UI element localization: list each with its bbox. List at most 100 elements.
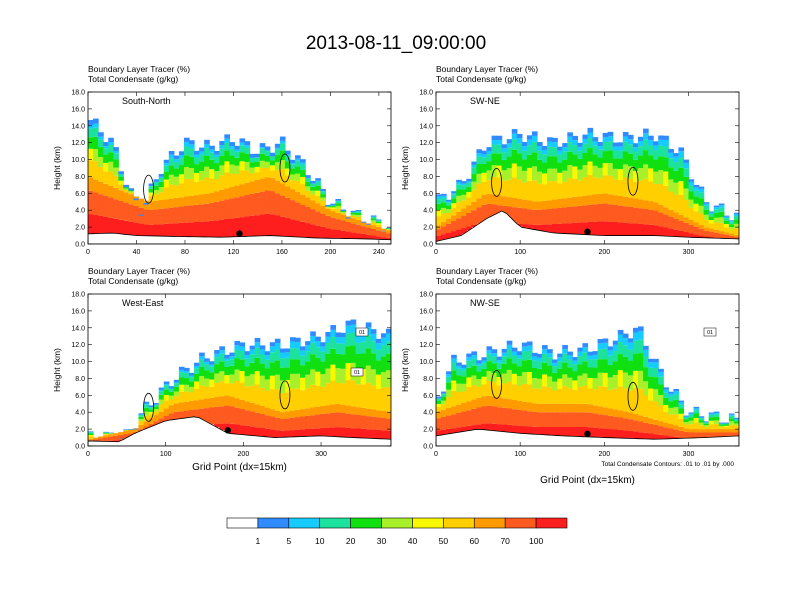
field-cell [451, 362, 457, 371]
field-cell [567, 412, 573, 427]
field-cell [98, 215, 104, 234]
field-cell [254, 157, 261, 162]
field-cell [622, 411, 629, 419]
field-cell [199, 170, 205, 181]
field-cell [572, 135, 578, 141]
field-cell [153, 209, 160, 225]
field-cell [577, 169, 584, 181]
field-cell [214, 201, 220, 221]
field-cell [506, 168, 513, 180]
field-cell [355, 219, 362, 225]
field-cell [244, 216, 251, 237]
field-cell [300, 221, 306, 238]
field-cell [521, 224, 528, 228]
panels-layer: 0.02.04.06.08.010.012.014.016.018.00 40 80… [52, 64, 740, 486]
field-cell [526, 426, 533, 434]
field-cell [254, 192, 261, 216]
field-cell [340, 404, 347, 414]
field-cell [653, 377, 659, 390]
field-cell [587, 377, 594, 389]
field-cell [173, 382, 180, 384]
field-cell [315, 178, 321, 181]
field-cell [148, 201, 155, 210]
field-cell [355, 216, 362, 220]
field-cell [531, 426, 538, 435]
field-cell [516, 138, 523, 144]
field-cell [456, 189, 462, 196]
field-cell [284, 150, 291, 155]
field-cell [537, 224, 543, 231]
field-cell [259, 428, 266, 437]
field-cell [300, 169, 306, 177]
field-cell [562, 374, 568, 387]
field-cell [178, 165, 185, 175]
field-cell [199, 204, 205, 222]
field-cell [451, 370, 457, 381]
field-cell [310, 331, 316, 336]
field-cell [325, 206, 331, 208]
field-cell [446, 218, 452, 224]
field-cell [229, 146, 236, 149]
field-cell [501, 170, 508, 181]
field-cell [653, 362, 659, 369]
field-cell [713, 411, 720, 413]
field-cell [183, 141, 190, 147]
field-cell [668, 393, 674, 397]
field-cell [199, 147, 205, 152]
field-cell [274, 343, 281, 350]
field-cell [113, 435, 119, 441]
field-cell [658, 183, 664, 205]
field-cell [648, 140, 654, 146]
field-cell [638, 208, 644, 224]
field-cell [108, 141, 114, 145]
field-cell [552, 366, 558, 373]
field-cell [456, 375, 462, 384]
field-cell [163, 179, 170, 188]
field-cell [98, 194, 104, 216]
field-cell [531, 352, 538, 357]
colorbar-label: 40 [408, 536, 418, 546]
field-cell [698, 425, 705, 430]
field-cell [360, 233, 367, 239]
y-tick-label: 18.0 [419, 292, 433, 299]
field-cell [93, 123, 99, 128]
field-cell [491, 135, 498, 141]
field-cell [148, 192, 155, 197]
field-cell [688, 412, 695, 414]
field-cell [617, 142, 624, 147]
field-cell [476, 149, 483, 154]
field-cell [708, 424, 715, 430]
field-cell [189, 168, 195, 180]
field-cell [572, 197, 578, 207]
field-cell [360, 428, 367, 439]
field-cell [239, 408, 246, 426]
field-cell [295, 417, 301, 430]
field-cell [340, 212, 347, 214]
field-cell [668, 152, 674, 159]
field-cell [340, 337, 347, 344]
field-cell [663, 392, 669, 398]
field-cell [234, 149, 241, 152]
field-cell [607, 408, 614, 416]
field-cell [375, 224, 382, 227]
field-cell [643, 200, 649, 209]
field-cell [703, 422, 710, 424]
field-cell [577, 205, 584, 223]
field-cell [582, 343, 589, 348]
field-cell [693, 187, 700, 191]
field-cell [335, 229, 342, 239]
field-cell [511, 177, 518, 198]
field-cell [552, 142, 558, 148]
field-cell [305, 351, 311, 362]
field-cell [113, 147, 119, 151]
field-cell [693, 413, 700, 418]
field-cell [259, 191, 266, 215]
field-cell [552, 199, 558, 209]
field-cell [537, 201, 543, 210]
field-cell [305, 186, 311, 191]
field-cell [567, 355, 573, 360]
field-cell [678, 157, 685, 168]
field-cell [158, 404, 165, 412]
field-cell [345, 217, 352, 219]
field-cell [496, 377, 503, 386]
